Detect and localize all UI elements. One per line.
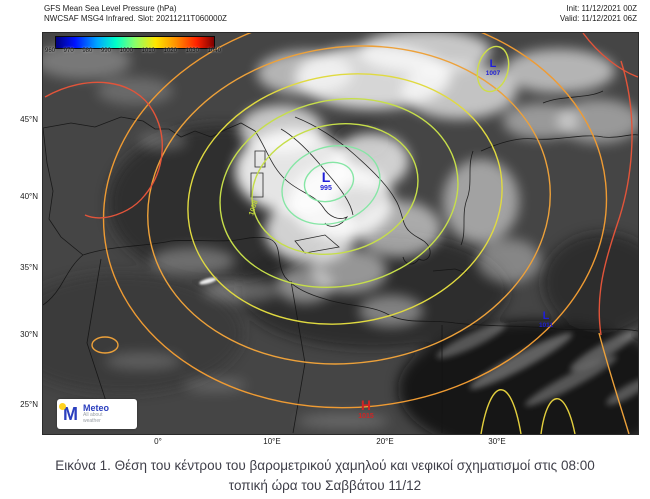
- lon-label-10e: 10°E: [263, 437, 281, 446]
- low-value: 995: [320, 185, 332, 192]
- high-pressure-marker-south: H 1015: [358, 398, 374, 420]
- meteo-logo: M Meteo All about weather: [57, 399, 137, 429]
- lon-label-20e: 20°E: [376, 437, 394, 446]
- high-value: 1015: [358, 413, 374, 420]
- run-info: Init: 11/12/2021 00Z Valid: 11/12/2021 0…: [560, 4, 637, 25]
- caption-line1: Εικόνα 1. Θέση του κέντρου του βαρομετρι…: [55, 458, 595, 473]
- logo-dot-icon: [59, 403, 66, 410]
- low-symbol: L: [542, 309, 550, 322]
- low-pressure-marker-northeast: L 1007: [485, 57, 501, 78]
- figure-caption: Εικόνα 1. Θέση του κέντρου του βαρομετρι…: [0, 456, 650, 495]
- lat-label-45n: 45°N: [20, 115, 38, 124]
- lat-label-30n: 30°N: [20, 330, 38, 339]
- lon-label-0: 0°: [154, 437, 162, 446]
- map-canvas: 960 970 980 990 1000 1010 1020 1030 1040…: [42, 32, 639, 435]
- cbar-tick: 1010: [141, 48, 155, 54]
- title-line2: NWCSAF MSG4 Infrared. Slot: 20211211T060…: [44, 14, 227, 24]
- cbar-tick: 1030: [185, 48, 199, 54]
- map-title: GFS Mean Sea Level Pressure (hPa) NWCSAF…: [44, 4, 227, 25]
- cbar-tick: 1020: [163, 48, 177, 54]
- cbar-tick: 1040: [207, 48, 221, 54]
- lat-label-25n: 25°N: [20, 400, 38, 409]
- colorbar-tick-labels: 960 970 980 990 1000 1010 1020 1030 1040: [45, 48, 221, 54]
- pressure-colorbar: [55, 36, 215, 49]
- low-symbol: L: [489, 57, 497, 70]
- init-time: Init: 11/12/2021 00Z: [566, 4, 637, 13]
- caption-line2: τοπική ώρα του Σαββάτου 11/12: [228, 477, 422, 493]
- cbar-tick: 970: [63, 48, 74, 54]
- low-value: 1007: [485, 69, 501, 77]
- low-symbol: L: [321, 169, 331, 185]
- logo-m-letter: M: [63, 404, 78, 424]
- satellite-ir-art: [43, 33, 638, 434]
- title-line1: GFS Mean Sea Level Pressure (hPa): [44, 4, 177, 13]
- logo-tagline: All about weather: [83, 412, 103, 424]
- cbar-tick: 1000: [119, 48, 133, 54]
- meteo-m-icon: M: [59, 403, 78, 424]
- valid-time: Valid: 11/12/2021 06Z: [559, 14, 637, 24]
- high-symbol: H: [360, 397, 372, 413]
- logo-text: Meteo All about weather: [83, 402, 117, 425]
- low-pressure-marker-center: L 995: [320, 170, 332, 192]
- low-pressure-marker-southeast: L 1011: [538, 309, 554, 330]
- low-value: 1011: [538, 321, 554, 329]
- lon-label-30e: 30°E: [488, 437, 506, 446]
- cbar-tick: 960: [45, 48, 56, 54]
- cbar-tick: 990: [100, 48, 111, 54]
- cbar-tick: 980: [82, 48, 93, 54]
- lat-label-40n: 40°N: [20, 192, 38, 201]
- lat-label-35n: 35°N: [20, 263, 38, 272]
- logo-brand: Meteo: [83, 402, 110, 413]
